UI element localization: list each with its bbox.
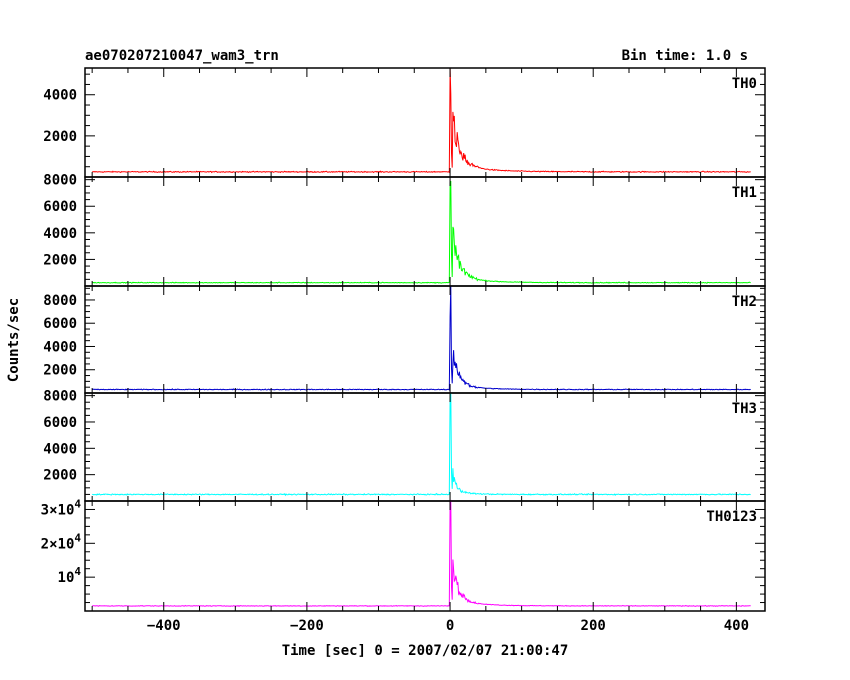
panel-frame	[84, 67, 766, 178]
panel-label-th2: TH2	[732, 294, 757, 310]
y-tick-label: 2000	[43, 129, 77, 145]
panel-th0: 2000 4000 TH0	[43, 67, 766, 178]
x-tick-label: −400	[147, 618, 181, 634]
y-tick-label: 2×104	[41, 531, 82, 552]
panel-th1: 2000 4000 6000 8000 TH1	[43, 173, 766, 287]
y-tick-label: 4000	[43, 226, 77, 242]
x-tick-label: 400	[724, 618, 749, 634]
panel-label-th1: TH1	[732, 185, 757, 201]
series-line-th3	[92, 392, 751, 497]
panel-label-th0123: TH0123	[706, 509, 757, 525]
panel-label-th0: TH0	[732, 76, 757, 92]
y-tick-label: 2000	[43, 468, 77, 484]
y-tick-label: 3×104	[41, 497, 82, 518]
panel-frame	[84, 500, 766, 612]
panel-frame	[84, 176, 766, 287]
chart-title: ae070207210047_wam3_trn	[85, 48, 279, 64]
y-tick-label: 8000	[43, 173, 77, 189]
y-tick-label: 104	[58, 565, 82, 586]
y-tick-label: 6000	[43, 199, 77, 215]
y-tick-label: 2000	[43, 363, 77, 379]
panel-frame	[84, 392, 766, 502]
series-line-th0123	[92, 499, 751, 607]
panels-group: 20004000TH02000400060008000TH12000400060…	[41, 67, 766, 634]
panel-th2: 2000 4000 6000 8000 TH2	[43, 285, 766, 394]
x-tick-label: 0	[446, 618, 454, 634]
y-tick-label: 8000	[43, 389, 77, 405]
panel-th3: 2000 4000 6000 8000 TH3	[43, 389, 766, 502]
series-line-th0	[92, 68, 751, 174]
panel-th0123: 104 2×104 3×104 TH0123	[41, 497, 766, 612]
y-axis-label: Counts/sec	[6, 298, 22, 382]
bin-time-label: Bin time: 1.0 s	[622, 48, 748, 64]
series-line-th1	[92, 180, 751, 284]
y-tick-label: 8000	[43, 293, 77, 309]
x-tick-label: 200	[581, 618, 606, 634]
y-tick-label: 6000	[43, 415, 77, 431]
y-tick-label: 6000	[43, 316, 77, 332]
y-tick-label: 4000	[43, 441, 77, 457]
y-tick-label: 2000	[43, 252, 77, 268]
y-tick-label: 4000	[43, 339, 77, 355]
series-line-th2	[92, 285, 751, 391]
panel-label-th3: TH3	[732, 401, 757, 417]
x-tick-label: −200	[290, 618, 324, 634]
x-axis-label: Time [sec] 0 = 2007/02/07 21:00:47	[282, 643, 569, 659]
y-tick-label: 4000	[43, 88, 77, 104]
panel-frame	[84, 285, 766, 394]
